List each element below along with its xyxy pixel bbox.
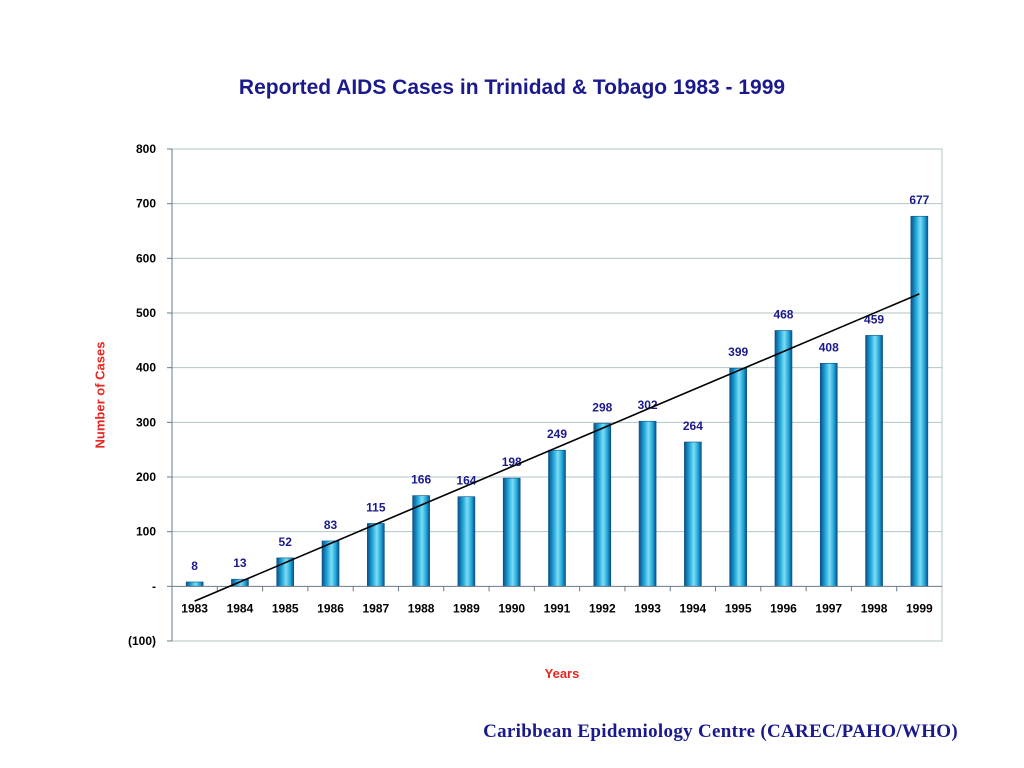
y-tick-label: 200 — [136, 470, 156, 484]
x-tick-label: 1999 — [906, 601, 933, 615]
x-tick-label: 1985 — [272, 601, 299, 615]
data-label: 13 — [233, 556, 247, 570]
y-tick-label: 100 — [136, 525, 156, 539]
y-tick-label: 400 — [136, 361, 156, 375]
x-tick-label: 1983 — [181, 601, 208, 615]
x-tick-label: 1986 — [317, 601, 344, 615]
bar — [593, 423, 612, 587]
data-label: 298 — [592, 400, 612, 414]
y-tick-label: - — [152, 579, 156, 593]
y-tick-label: (100) — [128, 634, 156, 648]
x-tick-label: 1991 — [544, 601, 571, 615]
x-tick-label: 1984 — [227, 601, 254, 615]
x-tick-label: 1993 — [634, 601, 661, 615]
bar — [502, 477, 521, 587]
data-label: 52 — [279, 535, 293, 549]
data-label: 8 — [191, 559, 198, 573]
x-tick-label: 1992 — [589, 601, 616, 615]
bar — [638, 420, 657, 587]
bar — [910, 215, 929, 587]
y-tick-label: 700 — [136, 197, 156, 211]
bar — [865, 335, 883, 587]
x-tick-label: 1997 — [815, 601, 842, 615]
data-label: 249 — [547, 427, 567, 441]
y-tick-label: 500 — [136, 306, 156, 320]
data-label: 459 — [864, 312, 884, 326]
bar — [684, 441, 702, 587]
x-tick-label: 1998 — [861, 601, 888, 615]
data-label: 302 — [638, 398, 658, 412]
x-tick-label: 1994 — [680, 601, 707, 615]
x-tick-label: 1990 — [498, 601, 525, 615]
bar — [774, 330, 793, 587]
data-label: 264 — [683, 419, 703, 433]
y-tick-label: 300 — [136, 415, 156, 429]
x-tick-label: 1987 — [362, 601, 389, 615]
data-label: 198 — [502, 455, 522, 469]
y-tick-label: 600 — [136, 251, 156, 265]
trendline — [194, 293, 920, 602]
data-label: 83 — [324, 518, 338, 532]
x-tick-label: 1996 — [770, 601, 797, 615]
x-axis-label: Years — [544, 666, 580, 681]
bar — [548, 449, 566, 587]
bar — [412, 495, 430, 587]
data-label: 115 — [366, 500, 386, 514]
bar — [367, 523, 385, 587]
bar — [185, 581, 204, 587]
y-tick-label: 800 — [136, 142, 156, 156]
data-label: 468 — [773, 307, 793, 321]
data-label: 399 — [728, 345, 748, 359]
data-label: 677 — [909, 193, 929, 207]
x-tick-label: 1988 — [408, 601, 435, 615]
source-footer: Caribbean Epidemiology Centre (CAREC/PAH… — [483, 721, 958, 742]
chart-title: Reported AIDS Cases in Trinidad & Tobago… — [238, 76, 786, 99]
data-label: 166 — [411, 473, 431, 487]
bar — [729, 367, 747, 587]
data-label: 408 — [819, 340, 839, 354]
x-tick-label: 1995 — [725, 601, 752, 615]
bar — [819, 362, 838, 587]
bar — [321, 540, 340, 587]
x-tick-label: 1989 — [453, 601, 480, 615]
bar — [457, 496, 476, 587]
